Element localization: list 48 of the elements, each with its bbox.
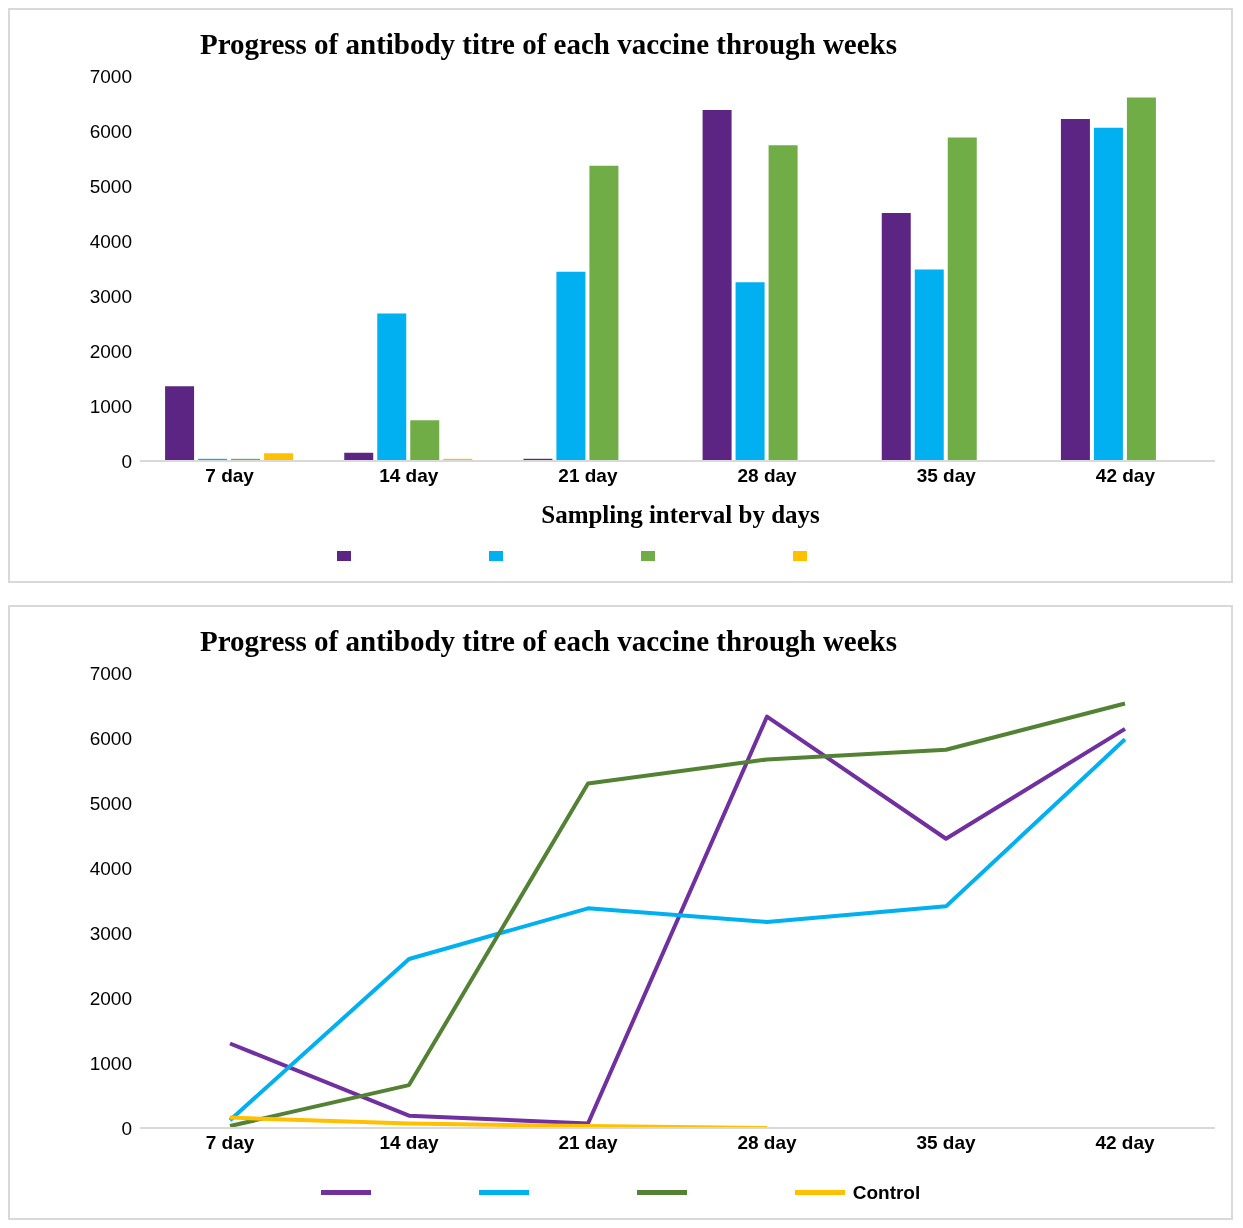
x-tick-label: 35 day [916,1132,977,1154]
bar [914,269,944,461]
bar [735,282,765,461]
y-tick-label: 7000 [89,662,132,684]
x-tick-label: 28 day [737,465,798,487]
y-tick-label: 3000 [89,285,132,307]
y-tick-label: 2000 [89,340,132,362]
x-tick-label: 14 day [379,1132,440,1154]
y-tick-label: 0 [121,450,132,472]
x-tick-label: 35 day [916,465,977,487]
bar [410,420,440,461]
x-tick-label: 21 day [558,1132,619,1154]
y-tick-label: 0 [121,1117,132,1139]
bar [556,271,586,461]
x-tick-label: 21 day [558,465,618,487]
legend-label: Control [852,1182,921,1204]
x-tick-label: 42 day [1095,1132,1156,1154]
x-tick-label: 14 day [379,465,439,487]
y-tick-label: 5000 [89,792,132,814]
bar [947,137,977,461]
y-tick-label: 4000 [89,230,132,252]
y-tick-label: 3000 [89,922,132,944]
chart-title: Progress of antibody titre of each vaccine through weeks [199,624,899,659]
bar [768,145,798,461]
y-tick-label: 1000 [89,395,132,417]
y-tick-label: 6000 [89,120,132,142]
y-tick-label: 6000 [89,727,132,749]
bar [165,386,195,461]
x-tick-label: 28 day [737,1132,798,1154]
bar [1060,118,1090,461]
bar [1093,127,1123,461]
x-tick-label: 7 day [205,1132,255,1154]
x-tick-label: 42 day [1095,465,1156,487]
y-tick-label: 7000 [89,65,132,87]
x-axis-title: Sampling interval by days [540,501,821,530]
y-tick-label: 5000 [89,175,132,197]
x-tick-label: 7 day [205,465,255,487]
bar [589,165,619,461]
bar [377,313,407,461]
bar [702,110,732,461]
chart-title: Progress of antibody titre of each vaccine through weeks [199,27,899,62]
bar [1126,97,1156,461]
line-series [228,1115,769,1128]
y-tick-label: 2000 [89,987,132,1009]
y-tick-label: 4000 [89,857,132,879]
bar [881,212,911,461]
y-tick-label: 1000 [89,1052,132,1074]
bar [264,453,294,461]
